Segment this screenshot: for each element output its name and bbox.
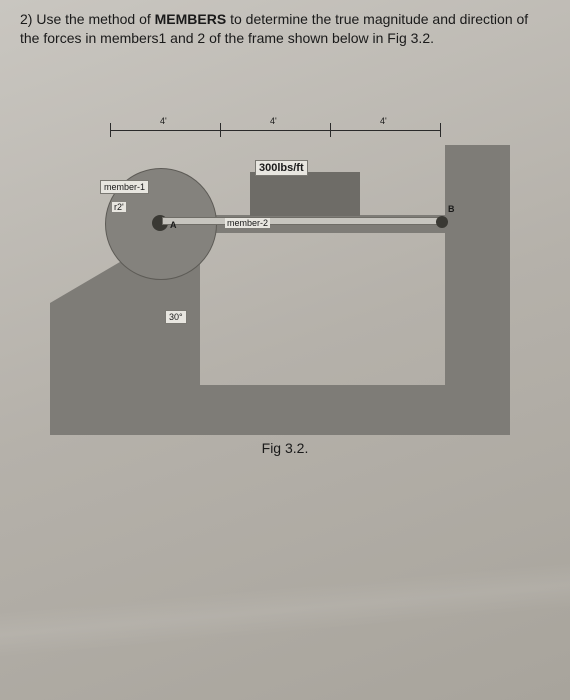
paper-fold-shadow <box>0 520 570 700</box>
figure: 4' 4' 4' member-1 r2' A member-2 300lbs/… <box>50 120 520 450</box>
dim-label-3: 4' <box>380 116 387 126</box>
load-label: 300lbs/ft <box>255 160 308 176</box>
tick <box>440 123 441 137</box>
dim-line <box>330 130 440 131</box>
problem-statement: 2) Use the method of MEMBERS to determin… <box>20 10 550 48</box>
point-b-label: B <box>448 204 455 214</box>
dim-line <box>220 130 330 131</box>
problem-bold: MEMBERS <box>155 11 227 27</box>
problem-text-pre: Use the method of <box>36 11 154 27</box>
pin-b <box>436 216 448 228</box>
member1-label: member-1 <box>100 180 149 194</box>
figure-caption: Fig 3.2. <box>0 440 570 456</box>
point-a-label: A <box>170 220 177 230</box>
page: 2) Use the method of MEMBERS to determin… <box>0 0 570 700</box>
angle-label: 30° <box>165 310 187 324</box>
dim-label-2: 4' <box>270 116 277 126</box>
problem-number: 2) <box>20 11 32 27</box>
dim-line <box>110 130 220 131</box>
distributed-load-block <box>250 172 360 216</box>
dim-label-1: 4' <box>160 116 167 126</box>
member2-label: member-2 <box>225 218 270 228</box>
member-2-bar <box>162 217 442 225</box>
radius-label: r2' <box>112 202 126 212</box>
dimension-row: 4' 4' 4' <box>110 120 480 140</box>
